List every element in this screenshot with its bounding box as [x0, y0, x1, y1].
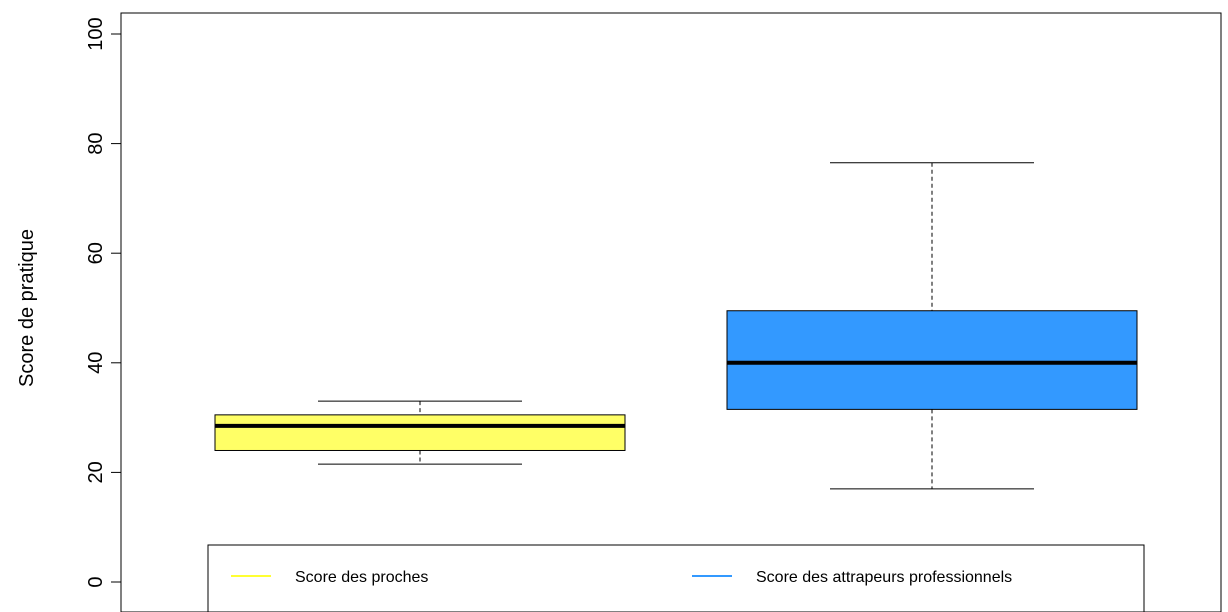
y-axis: 0 20 40 60 80 100: [85, 17, 122, 588]
iqr-box: [726, 310, 1138, 410]
legend-item: Score des attrapeurs professionnels: [692, 569, 1012, 586]
legend-label: Score des attrapeurs professionnels: [756, 569, 1012, 586]
y-tick-label: 40: [85, 352, 107, 374]
legend-item: Score des proches: [231, 569, 428, 586]
y-tick-label: 80: [85, 132, 107, 154]
boxes-layer: [214, 162, 1138, 490]
iqr-box: [214, 414, 626, 451]
y-tick-label: 0: [85, 576, 107, 587]
y-axis-label: Score de pratique: [16, 229, 38, 387]
legend: Score des proches Score des attrapeurs pr…: [207, 544, 1145, 612]
box-series: [726, 162, 1138, 490]
y-tick-label: 60: [85, 242, 107, 264]
y-tick-label: 20: [85, 461, 107, 483]
legend-box: [207, 544, 1145, 612]
y-tick-label: 100: [85, 17, 107, 50]
legend-label: Score des proches: [295, 569, 428, 586]
box-series: [214, 400, 626, 465]
